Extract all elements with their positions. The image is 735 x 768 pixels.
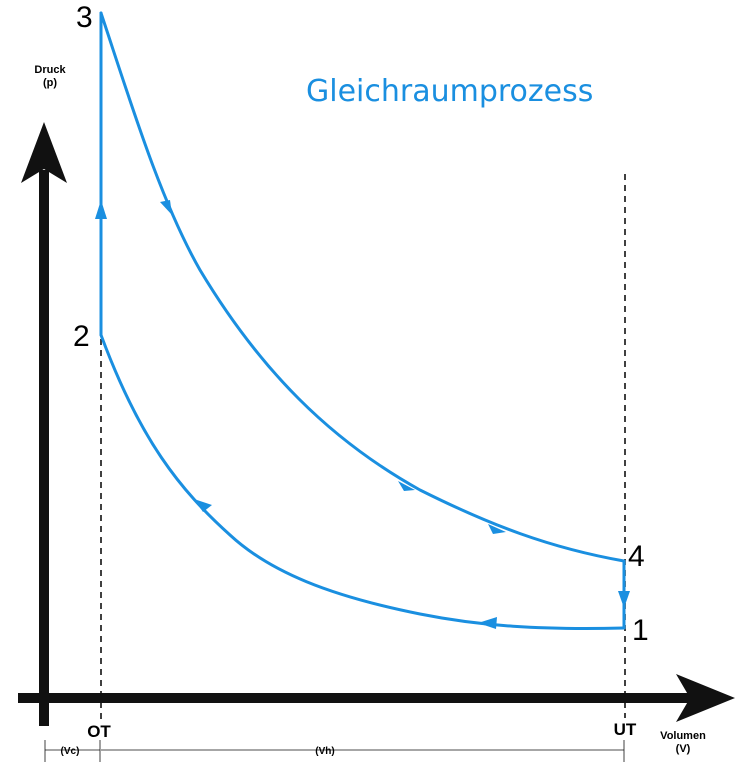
x-axis-shaft (18, 693, 690, 703)
y-axis-unit: (p) (43, 77, 57, 89)
point-label-2: 2 (73, 320, 90, 353)
direction-arrows (95, 200, 630, 629)
dimension-lines (44, 740, 625, 762)
expansion-curve (99, 11, 626, 563)
arrow-expansion-1 (160, 200, 172, 215)
arrow-expansion-3 (488, 524, 506, 534)
y-axis-arrowhead (21, 122, 67, 183)
cycle (99, 11, 626, 630)
x-axis-unit: (V) (676, 743, 691, 755)
x-axis-label: Volumen (660, 730, 706, 742)
point-label-4: 4 (628, 540, 645, 573)
arrow-heat-rejection (618, 591, 630, 608)
arrow-heat-addition (95, 200, 107, 219)
y-axis (21, 122, 67, 726)
x-axis-arrowhead (676, 674, 735, 722)
diagram-title: Gleichraumprozess (306, 74, 593, 109)
x-axis (18, 674, 735, 722)
point-label-3: 3 (76, 1, 93, 34)
y-axis-label: Druck (34, 64, 66, 76)
point-label-1: 1 (632, 614, 649, 647)
y-axis-shaft (39, 170, 49, 726)
ot-label: OT (87, 722, 111, 741)
arrow-compression-2 (194, 499, 212, 512)
vc-label: (Vc) (61, 746, 80, 757)
compression-curve (99, 333, 626, 630)
ut-label: UT (614, 720, 637, 739)
arrow-compression-1 (478, 617, 497, 629)
arrow-expansion-2 (398, 481, 415, 491)
vh-label: (Vh) (315, 746, 334, 757)
